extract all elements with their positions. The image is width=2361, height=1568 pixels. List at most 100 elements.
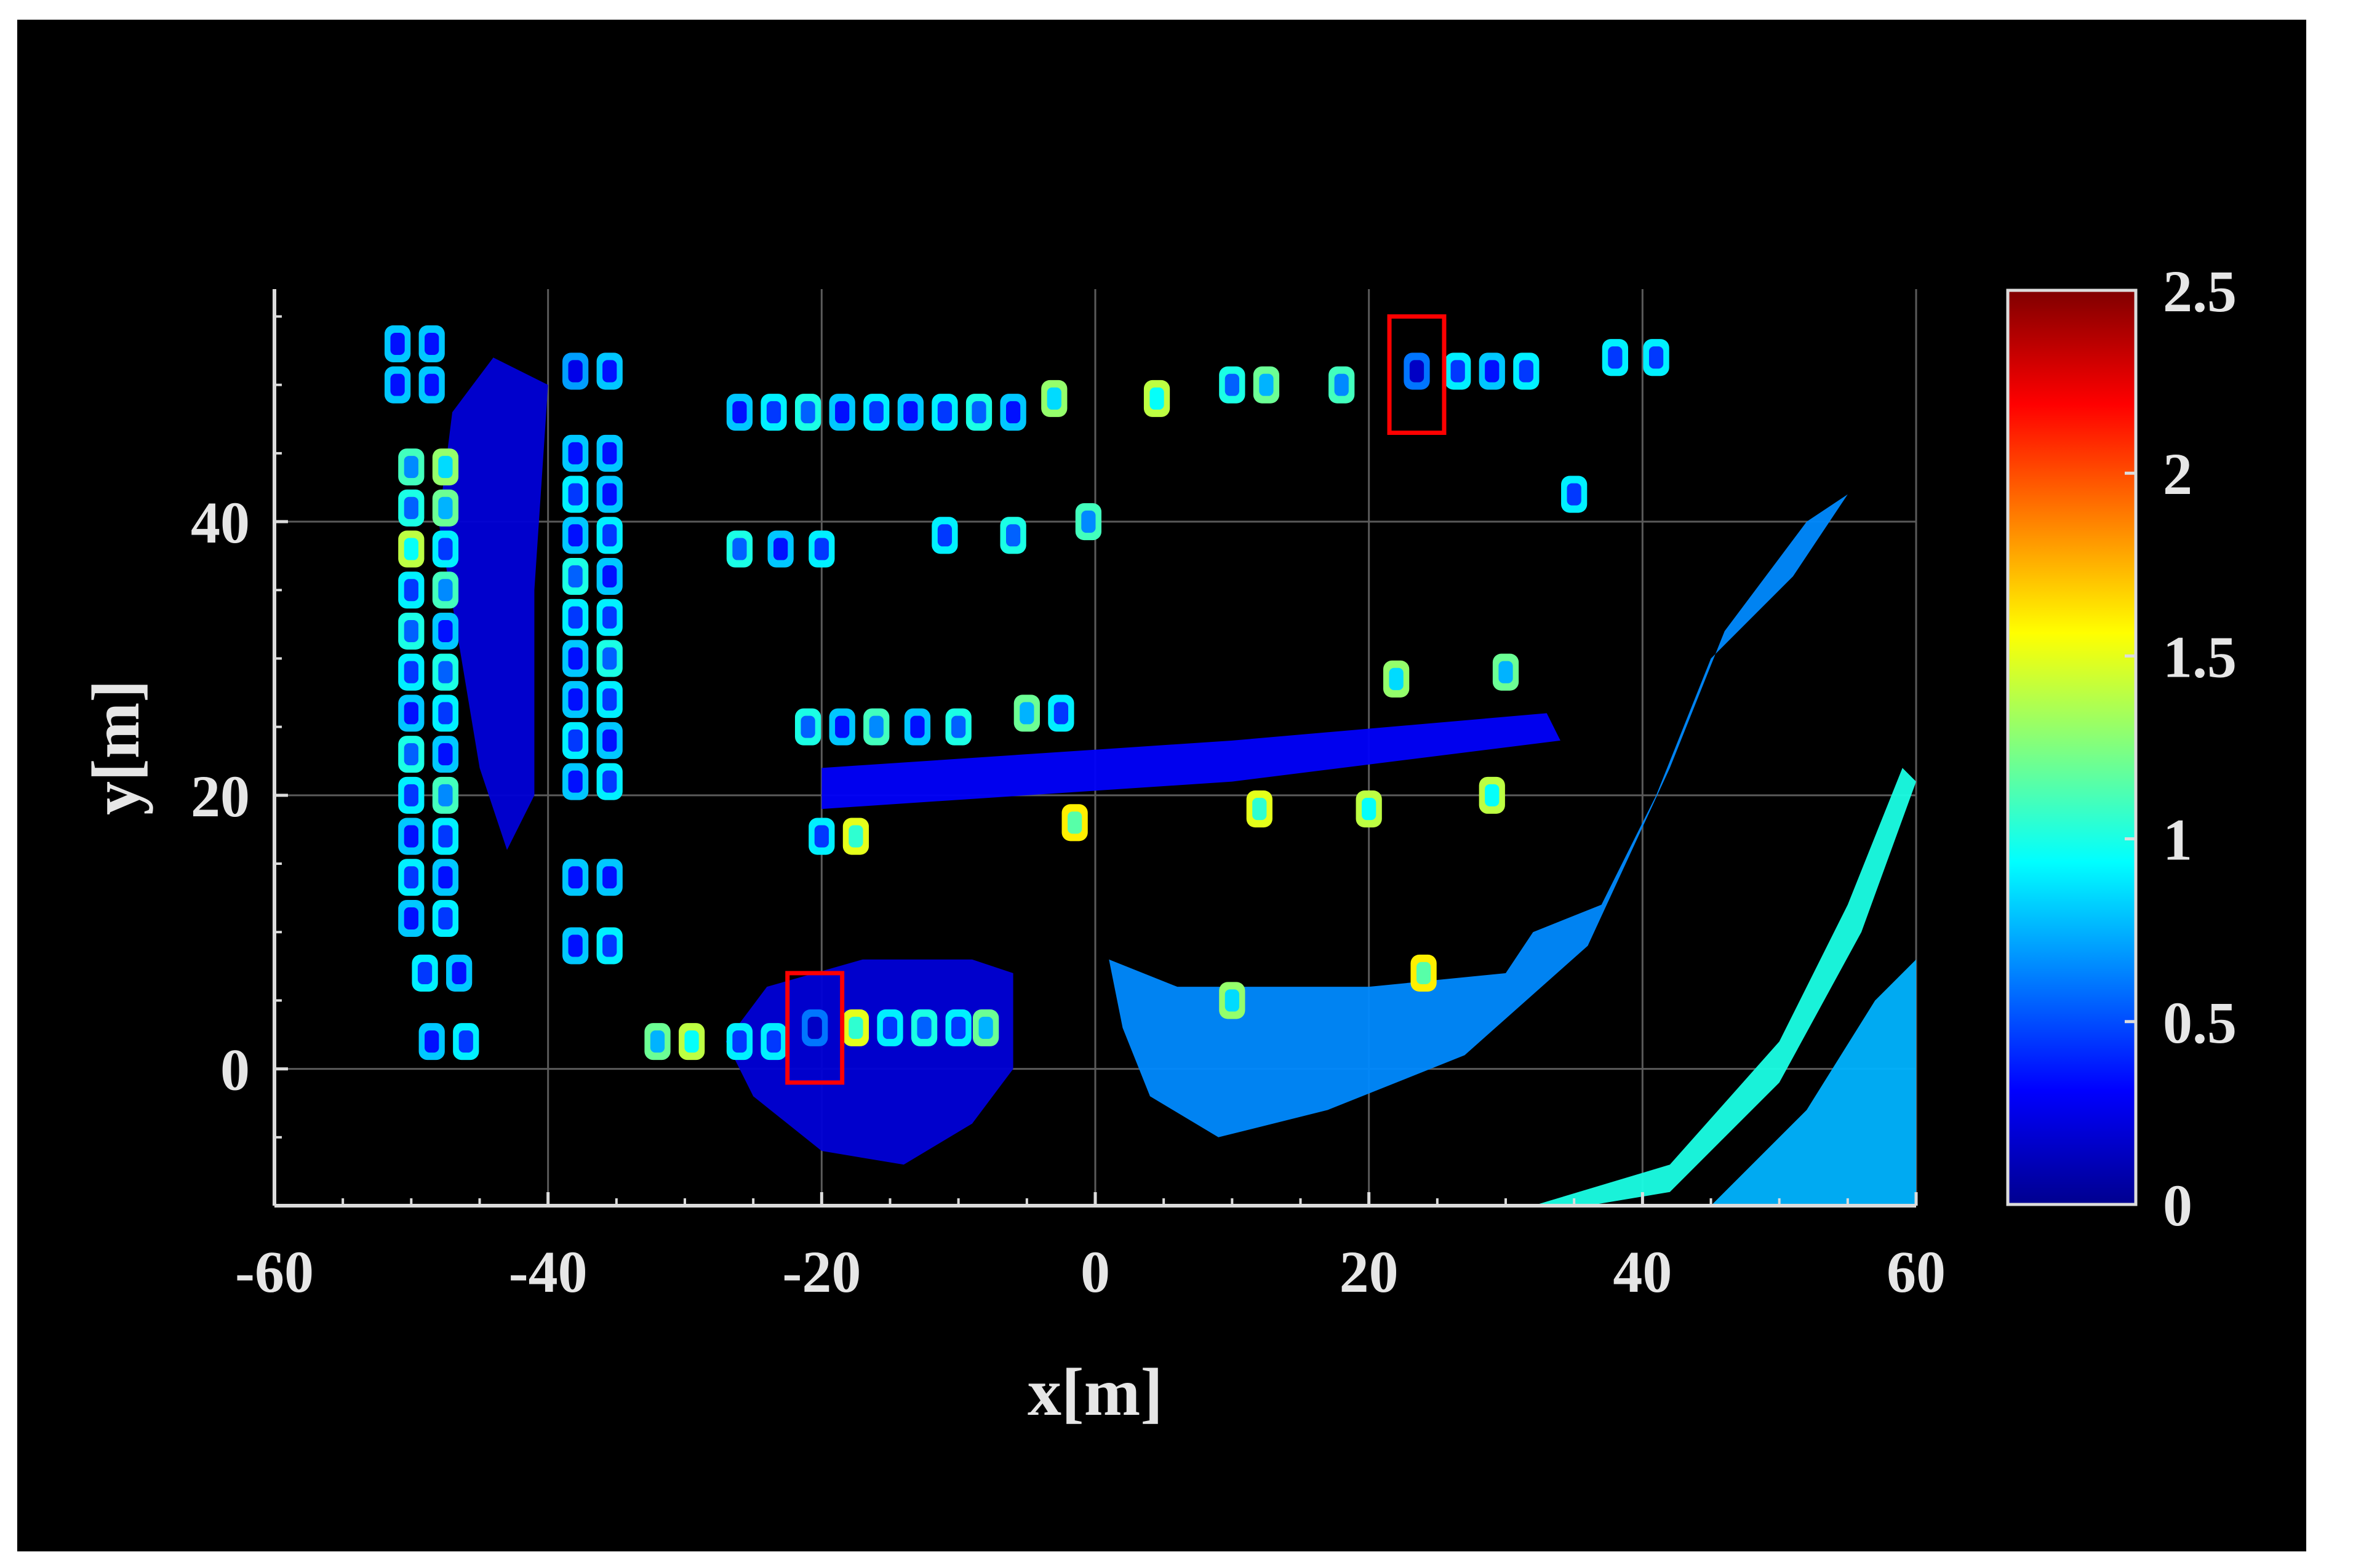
vehicle-core <box>1498 661 1513 683</box>
ground-region <box>1533 768 1916 1206</box>
vehicle-core <box>568 442 583 464</box>
vehicle-core <box>438 784 453 806</box>
vehicle-core <box>425 373 439 396</box>
vehicle-core <box>602 647 617 670</box>
vehicle-core <box>1224 373 1239 396</box>
colorbar-tick-label: 1 <box>2163 807 2192 873</box>
vehicle-core <box>732 401 747 424</box>
vehicle-core <box>602 442 617 464</box>
vehicle-core <box>602 934 617 957</box>
x-axis-ticks: -60 -40 -20 0 20 40 60 <box>235 1192 1946 1305</box>
vehicle-core <box>404 619 418 642</box>
vehicle-core <box>417 961 433 984</box>
vehicle-core <box>1020 702 1034 725</box>
vehicle-core <box>849 1016 863 1039</box>
vehicle-core <box>1648 346 1664 369</box>
vehicle-core <box>849 825 863 848</box>
vehicle-core <box>458 1030 473 1053</box>
colorbar-tick-label: 0 <box>2163 1172 2192 1238</box>
colorbar-tick-label: 2 <box>2163 441 2192 507</box>
vehicle-core <box>425 1030 439 1053</box>
highlight-box <box>785 971 845 1085</box>
vehicle-core <box>568 524 583 547</box>
vehicle-core <box>438 866 453 889</box>
vehicle-core <box>1450 360 1465 383</box>
colorbar-tick-label: 0.5 <box>2163 990 2237 1056</box>
vehicle-core <box>732 538 747 560</box>
vehicle-core <box>602 729 617 752</box>
vehicle-core <box>773 538 788 560</box>
ground-region <box>725 959 1013 1165</box>
vehicle-core <box>404 907 418 929</box>
colorbar-ticks: 0 0.5 1 1.5 2 2.5 <box>2125 258 2237 1238</box>
vehicle-core <box>404 538 418 560</box>
colorbar <box>2006 289 2138 1206</box>
vehicle-core <box>568 606 583 629</box>
vehicle-core <box>438 661 453 683</box>
vehicle-core <box>869 715 884 738</box>
vehicle-core <box>650 1030 665 1053</box>
vehicle-core <box>602 688 617 711</box>
vehicle-core <box>568 483 583 506</box>
vehicle-core <box>937 524 953 547</box>
vehicle-core <box>1081 511 1096 533</box>
vehicle-core <box>404 661 418 683</box>
vehicle-core <box>766 401 781 424</box>
vehicle-core <box>1485 784 1500 806</box>
vehicle-core <box>404 825 418 848</box>
ground-regions <box>438 357 1916 1206</box>
highlight-box <box>1387 314 1447 436</box>
vehicle-core <box>1005 401 1021 424</box>
vehicle-core <box>1252 798 1267 821</box>
vehicle-core <box>1259 373 1274 396</box>
vehicle-core <box>910 715 925 738</box>
vehicle-core <box>1149 387 1164 410</box>
vehicle-core <box>568 770 583 793</box>
vehicle-core <box>1409 360 1424 383</box>
vehicle-objects <box>384 325 1669 1061</box>
vehicle-core <box>602 606 617 629</box>
vehicle-core <box>732 1030 747 1053</box>
ground-region <box>1109 494 1848 1137</box>
vehicle-core <box>951 1016 966 1039</box>
x-tick-label: -20 <box>782 1239 861 1305</box>
vehicle-core <box>568 729 583 752</box>
vehicle-core <box>917 1016 932 1039</box>
vehicle-core <box>814 825 829 848</box>
x-tick-label: 60 <box>1887 1239 1946 1305</box>
vehicle-core <box>404 866 418 889</box>
highlight-boxes <box>785 314 1447 1085</box>
vehicle-core <box>568 565 583 588</box>
vehicle-core <box>972 401 986 424</box>
vehicle-core <box>602 360 617 383</box>
vehicle-core <box>1416 961 1431 984</box>
vehicle-core <box>951 715 966 738</box>
vehicle-core <box>452 961 466 984</box>
vehicle-core <box>602 524 617 547</box>
vehicle-core <box>1005 524 1021 547</box>
vehicle-core <box>684 1030 699 1053</box>
vehicle-core <box>1389 667 1404 690</box>
vehicle-core <box>602 565 617 588</box>
vehicle-core <box>602 483 617 506</box>
vehicle-core <box>438 907 453 929</box>
vehicle-core <box>835 715 850 738</box>
x-tick-label: 40 <box>1613 1239 1672 1305</box>
vehicle-core <box>1334 373 1349 396</box>
vehicle-core <box>602 770 617 793</box>
x-tick-label: 0 <box>1081 1239 1110 1305</box>
vehicle-core <box>801 401 815 424</box>
vehicle-core <box>404 743 418 766</box>
ground-region <box>821 713 1560 810</box>
ground-region <box>438 357 548 850</box>
vehicle-core <box>869 401 884 424</box>
vehicle-core <box>438 825 453 848</box>
vehicle-core <box>1224 989 1239 1012</box>
vehicle-core <box>438 619 453 642</box>
vehicle-core <box>568 647 583 670</box>
colorbar-tick-label: 2.5 <box>2163 258 2237 324</box>
x-axis-label: x[m] <box>1028 1355 1163 1430</box>
y-axis-label: y[m] <box>78 680 153 815</box>
vehicle-core <box>937 401 953 424</box>
